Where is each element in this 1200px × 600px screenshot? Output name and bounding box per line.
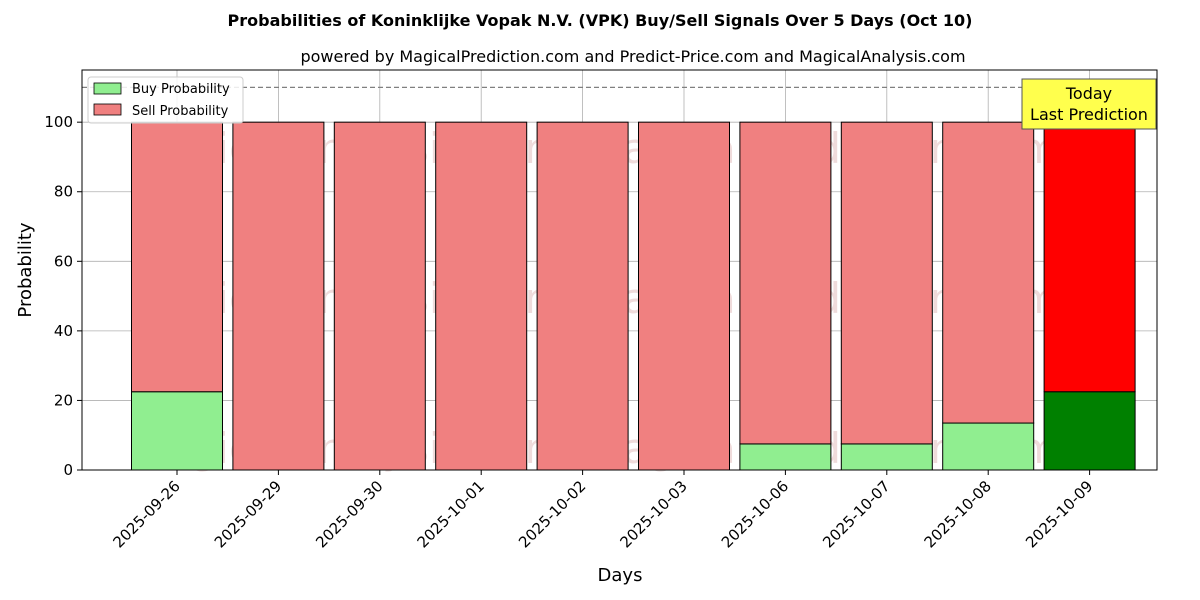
bar-buy bbox=[942, 422, 1035, 471]
x-tick-label: 2025-10-03 bbox=[616, 477, 690, 551]
bar-sell bbox=[1043, 121, 1136, 393]
y-axis-label: Probability bbox=[15, 222, 36, 317]
bar-buy bbox=[739, 443, 832, 471]
legend: Buy Probability Sell Probability bbox=[87, 76, 244, 124]
x-axis-label: Days bbox=[598, 565, 643, 586]
bar-buy bbox=[1043, 391, 1136, 471]
x-tick-label: 2025-09-30 bbox=[312, 477, 386, 551]
y-tick-label: 0 bbox=[63, 461, 73, 479]
bar-sell bbox=[840, 121, 933, 445]
bar-sell bbox=[638, 121, 730, 471]
bar-sell bbox=[942, 121, 1035, 424]
bar-sell bbox=[131, 121, 223, 393]
bar-buy bbox=[131, 391, 223, 471]
legend-label-buy: Buy Probability bbox=[132, 82, 230, 97]
annotation-line-today: Today bbox=[1065, 84, 1112, 103]
x-tick-label: 2025-09-26 bbox=[109, 477, 183, 551]
annotation-line-last-prediction: Last Prediction bbox=[1030, 105, 1148, 124]
annotation-box bbox=[1021, 78, 1157, 130]
chart-subtitle: powered by MagicalPrediction.com and Pre… bbox=[300, 47, 965, 66]
y-axis-ticks: 0 20 40 60 80 100 bbox=[44, 113, 82, 479]
y-tick-label: 20 bbox=[54, 391, 73, 409]
bar-sell bbox=[232, 121, 325, 471]
legend-label-sell: Sell Probability bbox=[132, 104, 229, 119]
x-tick-label: 2025-09-29 bbox=[211, 477, 285, 551]
bars bbox=[131, 121, 1136, 471]
y-tick-label: 100 bbox=[44, 113, 73, 131]
x-tick-label: 2025-10-02 bbox=[515, 477, 589, 551]
x-tick-label: 2025-10-06 bbox=[718, 477, 792, 551]
bar-sell bbox=[333, 121, 426, 471]
legend-swatch-sell bbox=[93, 103, 122, 116]
plot-frame bbox=[81, 69, 1158, 471]
y-tick-label: 60 bbox=[54, 252, 73, 270]
bar-buy bbox=[840, 443, 933, 471]
x-tick-label: 2025-10-07 bbox=[819, 477, 893, 551]
chart-title: Probabilities of Koninklijke Vopak N.V. … bbox=[228, 11, 973, 30]
y-tick-label: 40 bbox=[54, 322, 73, 340]
x-tick-label: 2025-10-01 bbox=[414, 477, 488, 551]
legend-box bbox=[87, 76, 244, 124]
legend-swatch-buy bbox=[93, 82, 122, 95]
bar-sell bbox=[536, 121, 629, 471]
x-tick-label: 2025-10-09 bbox=[1022, 477, 1096, 551]
bar-sell bbox=[739, 121, 832, 445]
today-annotation: Today Last Prediction bbox=[1021, 78, 1157, 130]
x-tick-label: 2025-10-08 bbox=[921, 477, 995, 551]
y-tick-label: 80 bbox=[54, 183, 73, 201]
bar-sell bbox=[435, 121, 528, 471]
x-axis-ticks: 2025-09-26 2025-09-29 2025-09-30 2025-10-01… bbox=[109, 470, 1096, 551]
